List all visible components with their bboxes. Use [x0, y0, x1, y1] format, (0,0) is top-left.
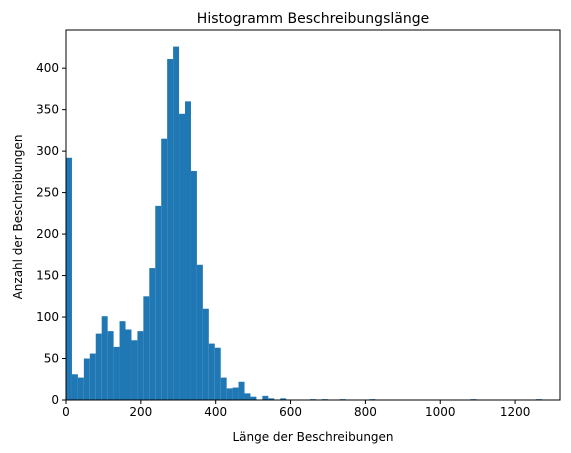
histogram-bar: [149, 268, 156, 400]
histogram-bar: [179, 113, 186, 400]
histogram-bar: [95, 333, 102, 400]
y-axis-label: Anzahl der Beschreibungen: [11, 135, 25, 300]
y-tick-label: 400: [36, 61, 59, 75]
x-axis-label: Länge der Beschreibungen: [232, 430, 393, 444]
y-tick-label: 200: [36, 227, 59, 241]
y-tick-label: 50: [44, 352, 59, 366]
histogram-bar: [89, 353, 96, 400]
histogram-bar: [244, 393, 251, 400]
y-tick-label: 300: [36, 144, 59, 158]
histogram-bar: [113, 346, 120, 400]
histogram-bar: [208, 343, 215, 400]
x-tick-label: 400: [204, 405, 227, 419]
histogram-bar: [83, 358, 90, 400]
histogram-bar: [196, 264, 203, 400]
histogram-bar: [280, 398, 287, 400]
histogram-bar: [202, 308, 209, 400]
histogram-bar: [167, 59, 174, 400]
histogram-bar: [250, 396, 257, 400]
histogram-bar: [143, 296, 150, 400]
histogram-bar: [185, 101, 191, 401]
histogram-bar: [131, 340, 138, 400]
histogram-bar: [226, 388, 233, 400]
x-tick-label: 800: [354, 405, 377, 419]
histogram-bar: [232, 387, 239, 400]
x-tick-label: 0: [62, 405, 70, 419]
y-tick-label: 0: [51, 393, 59, 407]
x-axis: 0 200 400 600 800 1000 1200: [62, 400, 530, 419]
y-tick-label: 150: [36, 269, 59, 283]
x-tick-label: 600: [279, 405, 302, 419]
histogram-bar: [77, 377, 84, 400]
histogram-bar: [125, 329, 132, 400]
histogram-bar: [101, 316, 108, 400]
histogram-bar: [107, 331, 114, 400]
histogram-bar: [66, 157, 72, 400]
histogram-bar: [173, 46, 180, 401]
histogram-bar: [155, 205, 162, 400]
histogram-bar: [220, 377, 227, 400]
histogram-bar: [238, 381, 245, 400]
x-tick-label: 1000: [425, 405, 456, 419]
y-tick-label: 250: [36, 186, 59, 200]
histogram-bar: [137, 331, 144, 400]
histogram-bar: [161, 138, 168, 400]
chart-title: Histogramm Beschreibungslänge: [197, 11, 429, 27]
histogram-bar: [268, 398, 275, 400]
x-tick-label: 1200: [500, 405, 531, 419]
histogram-bar: [71, 374, 78, 400]
axes-frame: [65, 29, 561, 401]
plot-area: [66, 46, 543, 401]
y-tick-label: 350: [36, 103, 59, 117]
y-axis: 0 50 100 150 200 250 300 350 400: [36, 61, 66, 407]
histogram-bar: [214, 347, 221, 400]
histogram-bar: [262, 395, 269, 400]
y-tick-label: 100: [36, 310, 59, 324]
x-tick-label: 200: [129, 405, 152, 419]
histogram-bar: [119, 321, 126, 400]
histogram-bar: [190, 171, 197, 400]
